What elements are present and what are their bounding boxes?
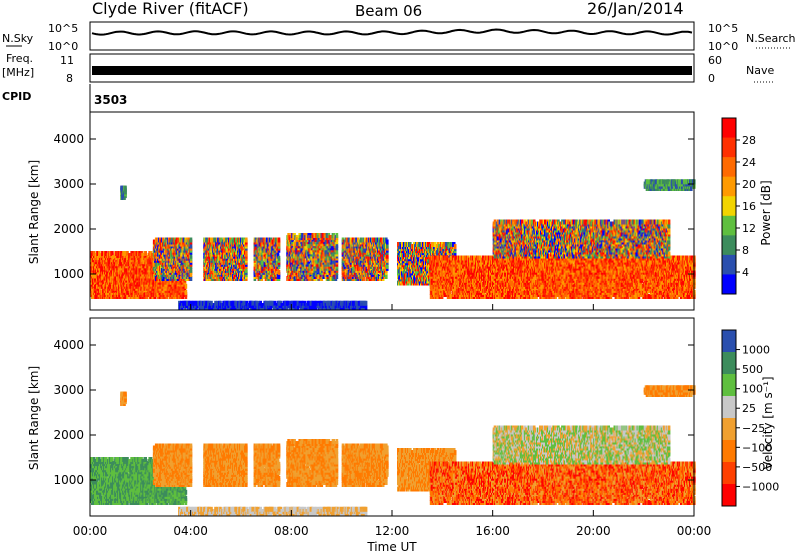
beam-title: Beam 06 bbox=[355, 2, 422, 20]
nsky-tick-high: 10^5 bbox=[48, 22, 78, 35]
nsky-label: N.Sky bbox=[2, 32, 34, 45]
nave-label: Nave bbox=[746, 64, 774, 77]
nsky-tick-low: 10^0 bbox=[48, 40, 78, 53]
nave-tick-low: 0 bbox=[708, 72, 715, 85]
freq-tick-high: 11 bbox=[60, 54, 74, 67]
nsearch-label: N.Search bbox=[746, 32, 796, 45]
cpid-value: 3503 bbox=[94, 93, 127, 107]
date-title: 26/Jan/2014 bbox=[587, 0, 684, 18]
heatmap-cell bbox=[185, 284, 188, 289]
freq-label: Freq. bbox=[6, 52, 33, 65]
power-heatmap-cells bbox=[90, 179, 696, 310]
cpid-label: CPID bbox=[2, 90, 31, 103]
station-title: Clyde River (fitACF) bbox=[92, 0, 249, 18]
nsearch-tick-low: 10^0 bbox=[708, 40, 738, 53]
freq-tick-low: 8 bbox=[66, 72, 73, 85]
nsky-panel-frame bbox=[90, 22, 694, 50]
radar-figure: Clyde River (fitACF) Beam 06 26/Jan/2014… bbox=[0, 0, 800, 554]
heatmap-cell bbox=[278, 238, 281, 243]
nsky-series-line bbox=[92, 30, 692, 35]
heatmap-cell bbox=[278, 270, 281, 275]
heatmap-cell bbox=[190, 238, 193, 243]
heatmap-cell bbox=[185, 290, 188, 295]
heatmap-cell bbox=[245, 238, 248, 243]
heatmap-cell bbox=[336, 233, 339, 238]
freq-series-band bbox=[92, 66, 692, 75]
nsearch-tick-high: 10^5 bbox=[708, 22, 738, 35]
heatmap-cell bbox=[124, 186, 127, 191]
heatmap-cell bbox=[278, 256, 281, 261]
freq-unit: [MHz] bbox=[2, 66, 34, 79]
heatmap-cell bbox=[386, 240, 389, 245]
nave-tick-high: 60 bbox=[708, 54, 722, 67]
